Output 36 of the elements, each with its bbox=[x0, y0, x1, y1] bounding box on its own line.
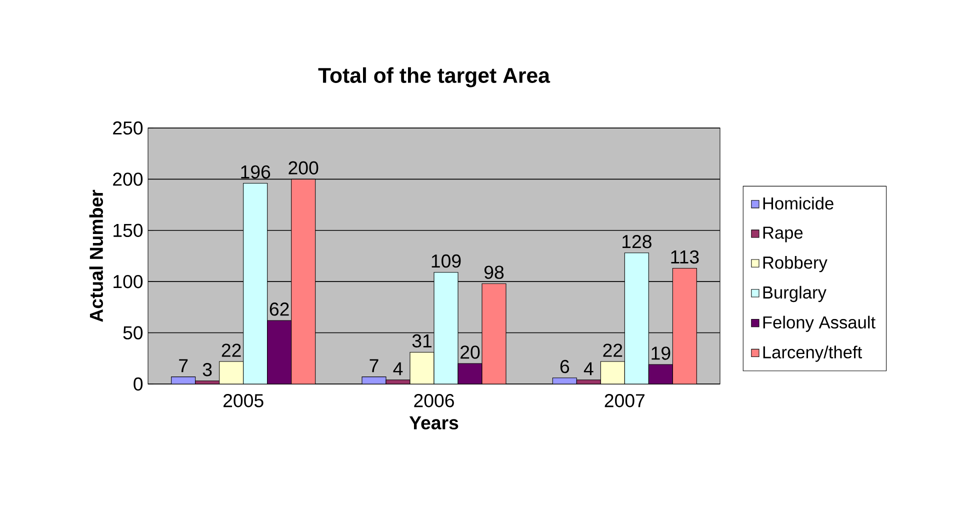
data-label: 98 bbox=[484, 266, 504, 279]
data-label: 3 bbox=[202, 362, 212, 376]
data-label: 31 bbox=[412, 334, 432, 348]
x-axis-title: Years bbox=[409, 416, 458, 430]
y-tick-label: 0 bbox=[134, 377, 143, 391]
data-label: 7 bbox=[370, 359, 378, 372]
y-tick-label: 150 bbox=[114, 224, 143, 238]
x-tick-label: 2006 bbox=[414, 394, 454, 408]
chart-title: Total of the target Area bbox=[318, 67, 550, 88]
data-label: 62 bbox=[270, 302, 289, 316]
x-tick-label: 2005 bbox=[224, 394, 264, 408]
data-label: 200 bbox=[288, 161, 318, 174]
legend-label: Felony Assault bbox=[763, 316, 876, 332]
y-tick-label: 200 bbox=[113, 172, 143, 186]
legend-label: Rape bbox=[763, 226, 803, 242]
data-label: 4 bbox=[584, 362, 594, 376]
y-tick-label: 100 bbox=[114, 274, 143, 288]
legend-label: Robbery bbox=[763, 256, 828, 272]
y-tick-label: 50 bbox=[123, 326, 143, 340]
data-label: 113 bbox=[671, 250, 699, 264]
data-label: 6 bbox=[560, 360, 570, 374]
data-label: 20 bbox=[460, 346, 480, 359]
data-label: 22 bbox=[603, 344, 622, 357]
data-label: 4 bbox=[393, 362, 403, 376]
data-label: 196 bbox=[241, 165, 270, 179]
y-tick-label: 250 bbox=[113, 121, 143, 135]
x-tick-label: 2007 bbox=[604, 394, 644, 408]
data-label: 19 bbox=[652, 346, 670, 360]
legend-label: Burglary bbox=[763, 286, 826, 302]
data-label: 109 bbox=[432, 254, 461, 268]
data-label: 128 bbox=[622, 234, 652, 248]
legend-label: Homicide bbox=[763, 196, 834, 210]
legend-label: Larceny/theft bbox=[763, 346, 862, 362]
data-label: 22 bbox=[222, 344, 241, 357]
y-axis-title: Actual Number bbox=[89, 190, 104, 322]
data-label: 7 bbox=[179, 359, 188, 372]
